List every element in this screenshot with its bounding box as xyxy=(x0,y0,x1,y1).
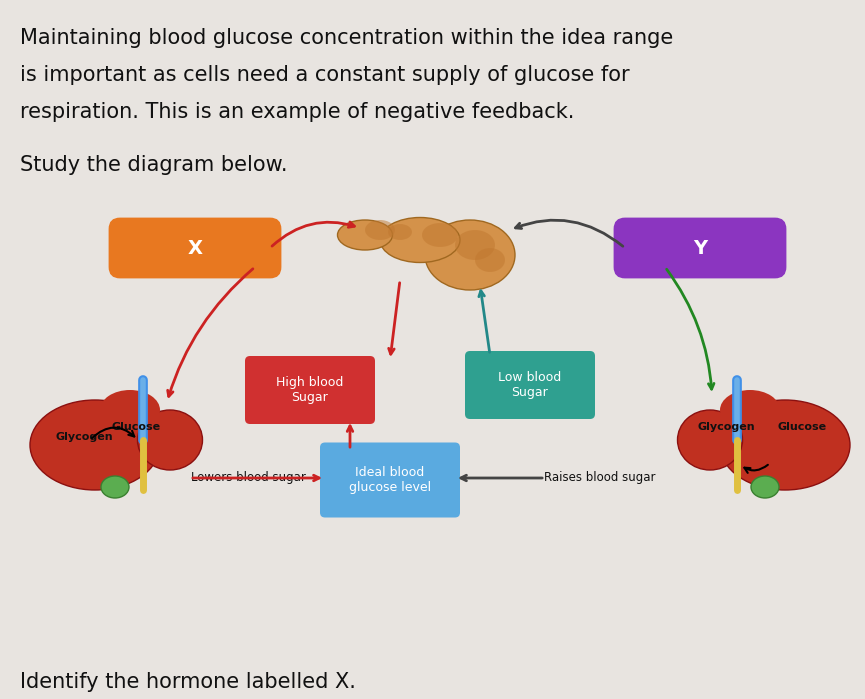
Ellipse shape xyxy=(422,223,458,247)
Ellipse shape xyxy=(100,390,160,430)
Text: is important as cells need a constant supply of glucose for: is important as cells need a constant su… xyxy=(20,65,630,85)
FancyBboxPatch shape xyxy=(465,351,595,419)
Text: Identify the hormone labelled X.: Identify the hormone labelled X. xyxy=(20,672,356,692)
Text: Maintaining blood glucose concentration within the idea range: Maintaining blood glucose concentration … xyxy=(20,28,673,48)
Ellipse shape xyxy=(720,400,850,490)
FancyBboxPatch shape xyxy=(320,442,460,517)
Text: Glycogen: Glycogen xyxy=(55,432,112,442)
Text: Raises blood sugar: Raises blood sugar xyxy=(544,472,656,484)
Ellipse shape xyxy=(720,390,780,430)
FancyBboxPatch shape xyxy=(109,217,281,278)
Text: Glucose: Glucose xyxy=(112,422,161,432)
Text: Low blood
Sugar: Low blood Sugar xyxy=(498,371,561,399)
Ellipse shape xyxy=(365,220,395,240)
Ellipse shape xyxy=(380,217,460,263)
Text: Study the diagram below.: Study the diagram below. xyxy=(20,155,287,175)
Ellipse shape xyxy=(138,410,202,470)
Text: Glycogen: Glycogen xyxy=(698,422,756,432)
Text: Ideal blood
glucose level: Ideal blood glucose level xyxy=(349,466,431,494)
Ellipse shape xyxy=(101,476,129,498)
FancyBboxPatch shape xyxy=(613,217,786,278)
FancyBboxPatch shape xyxy=(245,356,375,424)
Ellipse shape xyxy=(677,410,742,470)
Ellipse shape xyxy=(30,400,160,490)
Ellipse shape xyxy=(751,476,779,498)
Ellipse shape xyxy=(337,220,393,250)
Ellipse shape xyxy=(425,220,515,290)
Ellipse shape xyxy=(455,230,495,260)
Text: Glucose: Glucose xyxy=(778,422,827,432)
Ellipse shape xyxy=(388,224,412,240)
Ellipse shape xyxy=(475,248,505,272)
Text: X: X xyxy=(188,238,202,257)
Text: Lowers blood sugar: Lowers blood sugar xyxy=(190,472,305,484)
Text: Y: Y xyxy=(693,238,707,257)
Text: respiration. This is an example of negative feedback.: respiration. This is an example of negat… xyxy=(20,102,574,122)
Text: High blood
Sugar: High blood Sugar xyxy=(276,376,343,404)
